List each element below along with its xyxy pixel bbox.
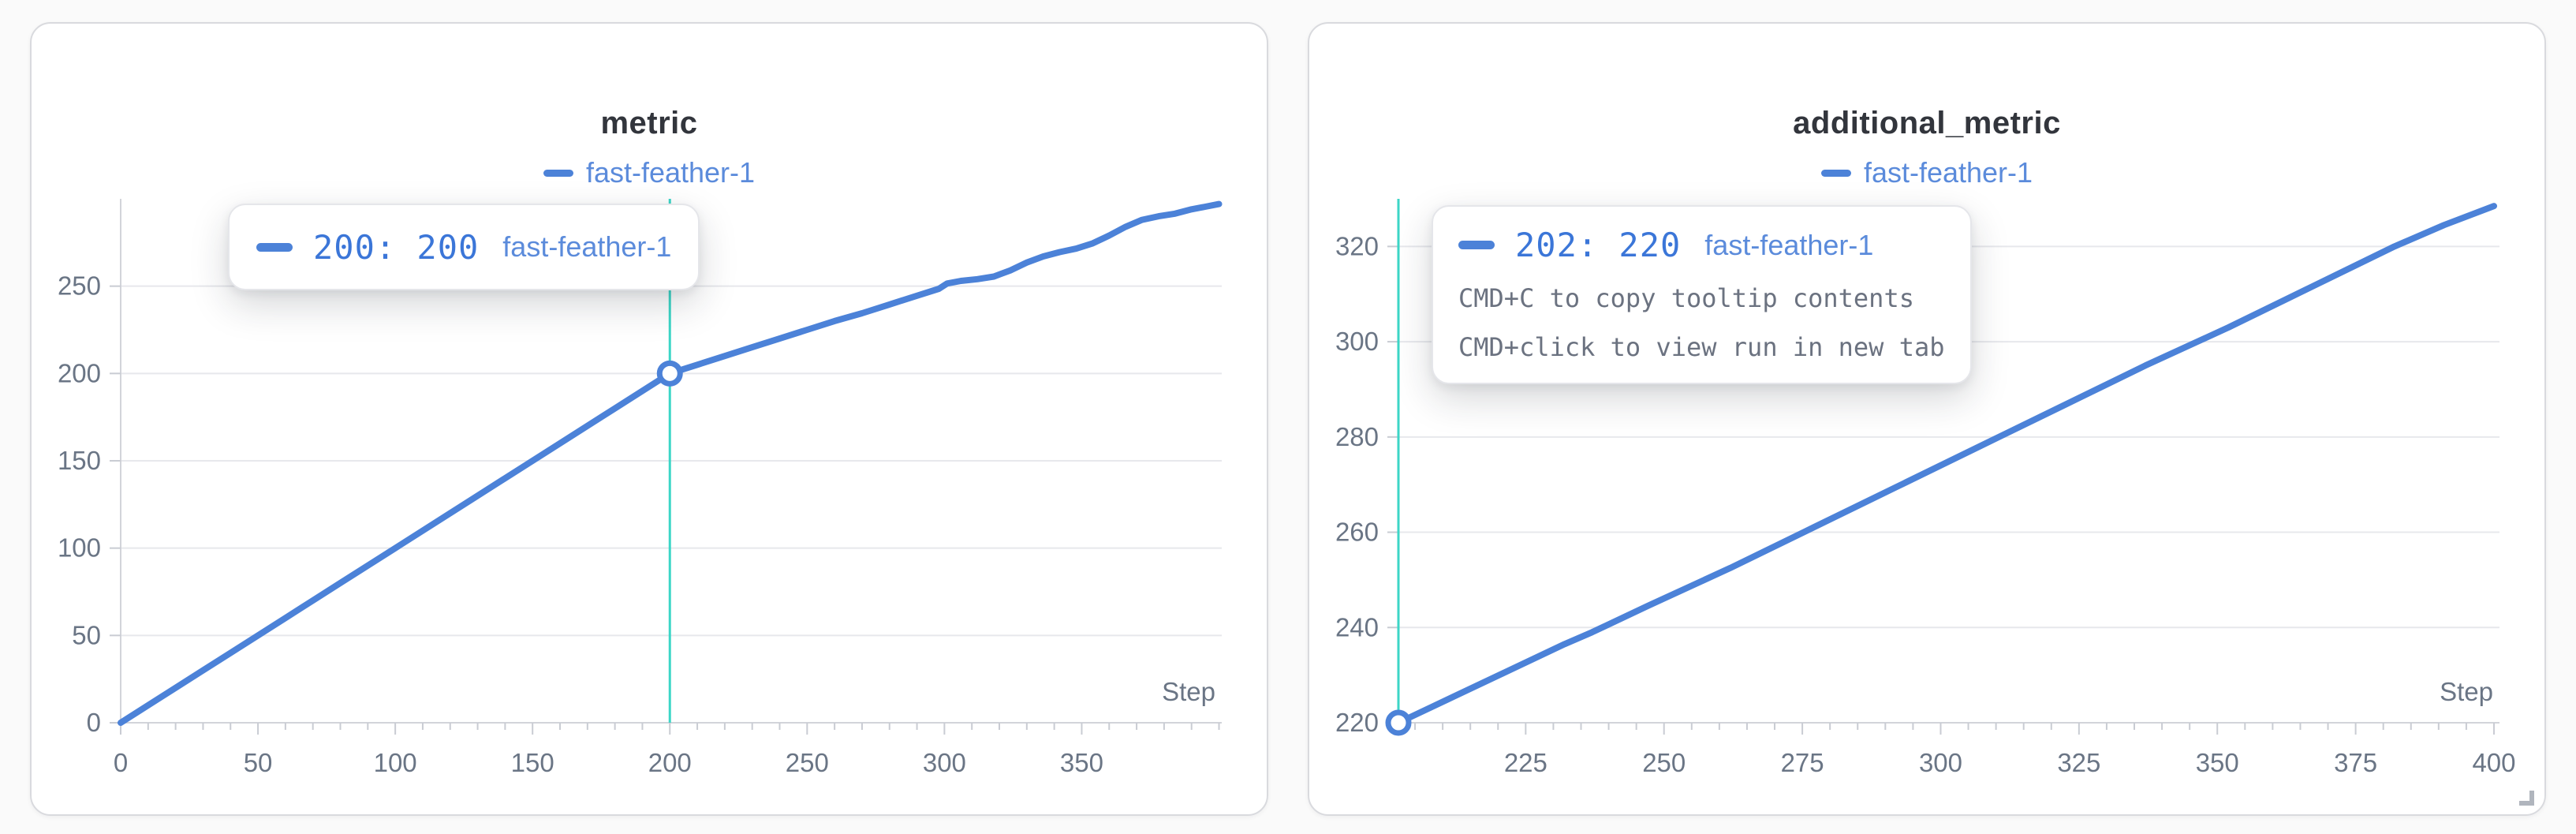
tooltip-step-value: 200: 200	[313, 227, 480, 267]
tooltip-line-swatch-icon	[1458, 241, 1495, 249]
tooltip-run-row[interactable]: 202: 220 fast-feather-1	[1458, 226, 1945, 264]
svg-text:250: 250	[1642, 748, 1686, 777]
svg-text:275: 275	[1781, 748, 1824, 777]
svg-text:50: 50	[72, 620, 101, 649]
tooltip-run-name: fast-feather-1	[502, 230, 672, 263]
svg-text:240: 240	[1335, 612, 1379, 641]
legend-line-swatch-icon	[1820, 169, 1851, 177]
svg-text:100: 100	[374, 748, 417, 777]
tooltip-open-run-hint: CMD+click to view run in new tab	[1458, 332, 1945, 362]
additional-metric-chart-plot[interactable]: 220 240 260 280 300 320 225 250 275 300 325 350 375 4…	[1309, 24, 2548, 817]
chart-panel-additional-metric: additional_metric fast-feather-1 220 240 2…	[1308, 22, 2546, 816]
chart-legend: fast-feather-1	[32, 156, 1267, 189]
chart-panel-metric: metric fast-feather-1 0 50 100 150 200 250 0 50…	[30, 22, 1268, 816]
svg-text:400: 400	[2472, 748, 2515, 777]
svg-text:220: 220	[1335, 708, 1379, 737]
svg-text:325: 325	[2057, 748, 2100, 777]
chart-legend: fast-feather-1	[1309, 156, 2544, 189]
svg-text:280: 280	[1335, 422, 1379, 451]
svg-text:150: 150	[58, 446, 101, 475]
svg-text:Step: Step	[2440, 677, 2493, 706]
svg-text:350: 350	[2196, 748, 2239, 777]
legend-line-swatch-icon	[543, 169, 573, 177]
svg-text:375: 375	[2334, 748, 2377, 777]
svg-text:200: 200	[648, 748, 692, 777]
tooltip-run-name: fast-feather-1	[1704, 228, 1874, 261]
svg-text:320: 320	[1335, 231, 1379, 260]
metric-chart-plot[interactable]: 0 50 100 150 200 250 0 50 100 150 200 250 300 350 Step	[32, 24, 1270, 817]
svg-text:300: 300	[1335, 327, 1379, 356]
svg-text:250: 250	[786, 748, 829, 777]
tooltip-line-swatch-icon	[256, 242, 293, 252]
svg-text:150: 150	[511, 748, 554, 777]
legend-run-name[interactable]: fast-feather-1	[1863, 156, 2033, 189]
svg-text:225: 225	[1504, 748, 1547, 777]
legend-run-name[interactable]: fast-feather-1	[585, 156, 756, 189]
svg-text:350: 350	[1060, 748, 1103, 777]
chart-title: additional_metric	[1793, 106, 2061, 140]
svg-text:200: 200	[58, 358, 101, 387]
hover-tooltip: 200: 200 fast-feather-1	[228, 204, 700, 290]
tooltip-run-row[interactable]: 200: 200 fast-feather-1	[256, 228, 671, 267]
svg-text:250: 250	[58, 271, 101, 301]
svg-text:260: 260	[1335, 518, 1379, 547]
svg-text:50: 50	[244, 748, 273, 777]
svg-text:Step: Step	[1162, 677, 1215, 706]
tooltip-step-value: 202: 220	[1515, 226, 1682, 264]
chart-title: metric	[600, 106, 698, 140]
panel-resize-handle-icon[interactable]	[2514, 786, 2535, 806]
tooltip-copy-hint: CMD+C to copy tooltip contents	[1458, 283, 1914, 313]
svg-text:0: 0	[114, 748, 128, 777]
svg-text:100: 100	[58, 533, 101, 563]
svg-text:300: 300	[923, 748, 966, 777]
svg-text:300: 300	[1919, 748, 1962, 777]
svg-text:0: 0	[87, 708, 101, 737]
hover-tooltip: 202: 220 fast-feather-1 CMD+C to copy to…	[1432, 205, 1972, 384]
